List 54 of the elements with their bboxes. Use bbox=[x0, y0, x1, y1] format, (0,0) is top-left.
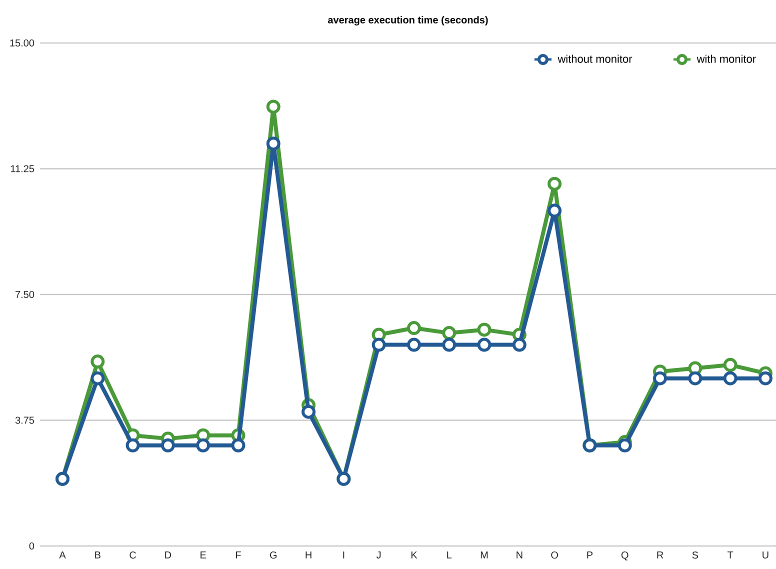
x-tick-label: R bbox=[657, 552, 664, 558]
y-tick-label: 15.00 bbox=[10, 39, 34, 47]
point bbox=[688, 371, 702, 386]
x-tick-label: U bbox=[762, 552, 768, 558]
point bbox=[548, 176, 562, 191]
point bbox=[90, 371, 105, 386]
x-tick-label: O bbox=[551, 552, 558, 559]
point bbox=[126, 438, 140, 452]
point bbox=[758, 371, 772, 386]
point bbox=[266, 136, 280, 151]
point bbox=[723, 358, 738, 372]
x-tick-label: I bbox=[343, 552, 344, 558]
x-tick-label: H bbox=[306, 552, 312, 558]
point bbox=[512, 338, 526, 352]
point bbox=[406, 321, 421, 336]
x-tick-label: E bbox=[200, 552, 206, 558]
x-tick-label: N bbox=[516, 552, 522, 558]
y-tick-label: 0 bbox=[29, 542, 34, 550]
point bbox=[266, 100, 280, 114]
point bbox=[618, 438, 632, 452]
legend-label: with monitor bbox=[696, 54, 756, 63]
point bbox=[442, 338, 456, 352]
x-tick-label: S bbox=[692, 552, 698, 559]
point bbox=[477, 338, 492, 352]
y-tick-label: 7.50 bbox=[16, 290, 34, 298]
point bbox=[548, 204, 562, 218]
point bbox=[477, 322, 492, 337]
x-tick-label: D bbox=[165, 552, 172, 558]
point bbox=[196, 438, 210, 452]
x-tick-label: J bbox=[376, 552, 381, 558]
x-tick-label: P bbox=[587, 552, 593, 558]
point bbox=[231, 438, 246, 452]
point bbox=[723, 371, 738, 386]
point bbox=[653, 371, 668, 386]
point bbox=[302, 404, 316, 419]
point bbox=[442, 326, 456, 340]
x-tick-label: A bbox=[59, 552, 66, 558]
x-tick-label: G bbox=[270, 552, 277, 559]
x-tick-label: K bbox=[411, 552, 418, 558]
point bbox=[90, 354, 105, 369]
legend-label: without monitor bbox=[558, 54, 632, 63]
x-tick-label: F bbox=[236, 552, 241, 558]
x-tick-label: L bbox=[447, 552, 452, 558]
x-tick-label: B bbox=[95, 552, 100, 558]
point bbox=[372, 338, 386, 352]
x-tick-label: T bbox=[727, 552, 734, 558]
point bbox=[406, 338, 421, 352]
x-tick-label: M bbox=[480, 552, 488, 558]
x-tick-label: Q bbox=[621, 552, 628, 560]
point bbox=[160, 438, 175, 452]
x-tick-label: C bbox=[130, 552, 136, 559]
chart-title: average execution time (seconds) bbox=[328, 16, 488, 26]
y-tick-label: 3.75 bbox=[15, 416, 34, 424]
y-tick-label: 11.25 bbox=[10, 165, 34, 172]
